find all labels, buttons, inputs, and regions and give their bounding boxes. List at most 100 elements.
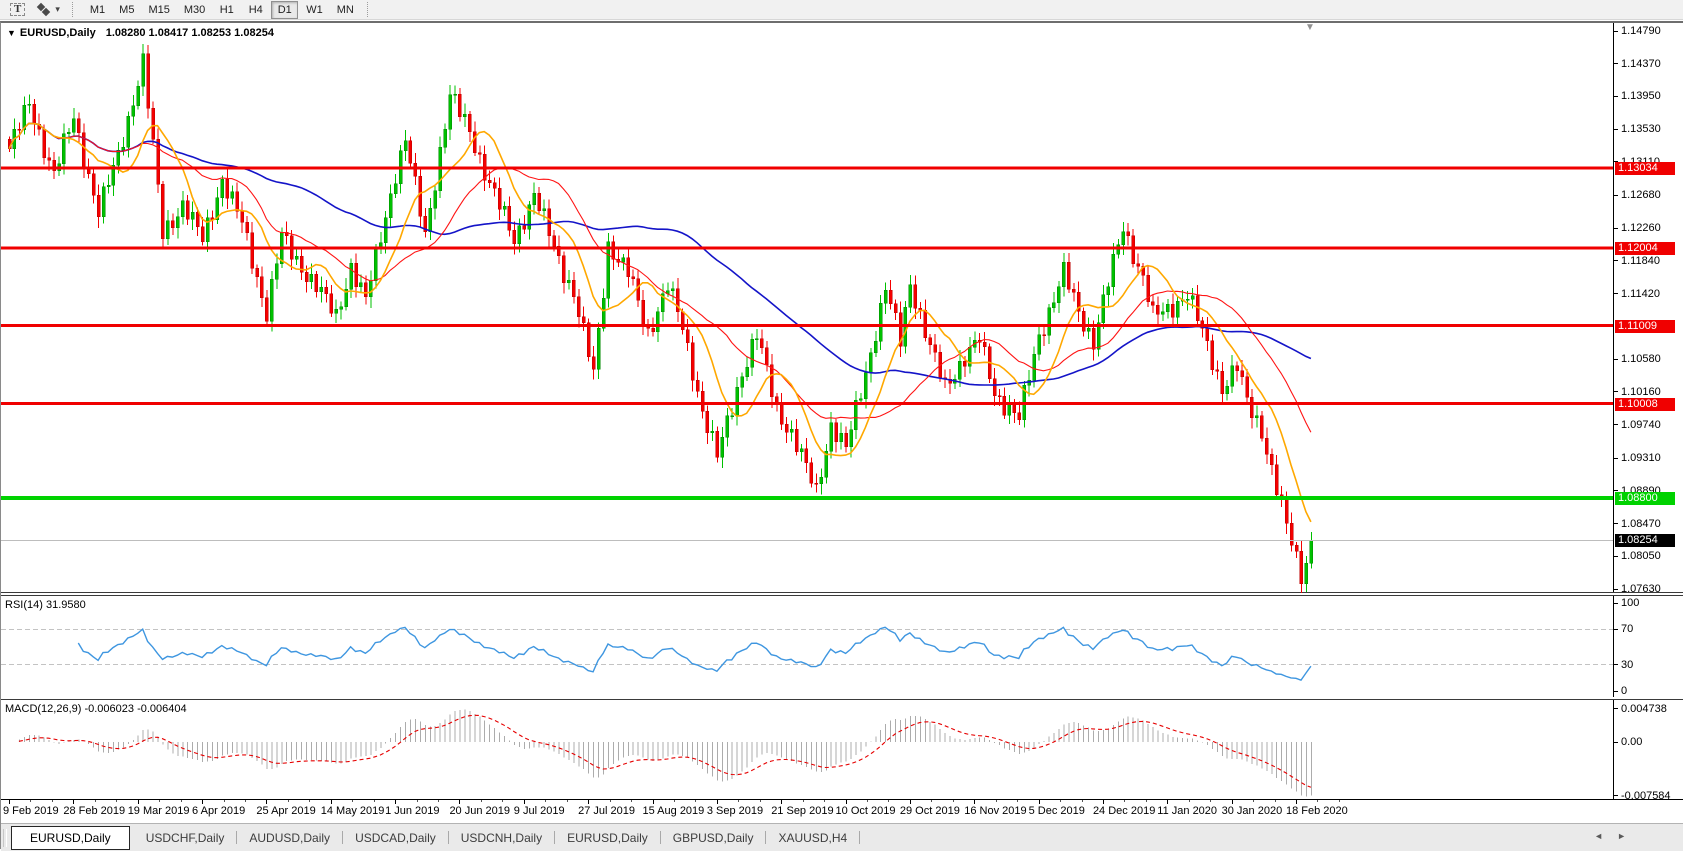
tab-eurusd-daily[interactable]: EURUSD,Daily	[567, 830, 648, 845]
date-axis[interactable]: 9 Feb 2019 28 Feb 2019 19 Mar 2019 6 Apr 20…	[1, 799, 1683, 823]
timeframe-m15-button[interactable]: M15	[142, 1, 175, 19]
price-tick-label: 1.12680	[1621, 189, 1661, 202]
rsi-panel[interactable]: RSI(14) 31.9580 100 70 30 0	[1, 595, 1683, 697]
date-minor-tick	[867, 800, 868, 802]
date-tick-mark	[909, 800, 911, 804]
date-minor-tick	[931, 800, 933, 802]
hline-price-label: 1.11009	[1615, 319, 1675, 333]
price-tick-mark	[1614, 30, 1618, 32]
date-minor-tick	[352, 800, 354, 802]
date-minor-tick	[1060, 800, 1062, 802]
rsi-tick-label: 70	[1621, 623, 1634, 636]
price-tick-mark	[1614, 588, 1618, 590]
chart-tab-bar: EURUSD,Daily USDCHF,Daily AUDUSD,Daily USDC…	[1, 823, 1683, 851]
tab-scroll-buttons: ◄ ►	[1594, 831, 1626, 841]
price-tick-mark	[1614, 490, 1618, 492]
collapse-icon[interactable]: ▼	[7, 28, 16, 38]
date-minor-tick	[952, 800, 954, 802]
price-tick-mark	[1614, 424, 1618, 426]
price-tick-mark	[1614, 63, 1618, 65]
price-tick-label: 1.08470	[1621, 517, 1661, 530]
timeframe-d1-button[interactable]: D1	[271, 0, 299, 19]
timeframe-h4-button[interactable]: H4	[242, 1, 269, 19]
tab-usdcad-daily[interactable]: USDCAD,Daily	[355, 830, 436, 845]
timeframe-m1-button[interactable]: M1	[84, 1, 111, 19]
date-minor-tick	[223, 800, 225, 802]
date-minor-tick	[1317, 800, 1319, 802]
date-label: 5 Dec 2019	[1028, 805, 1085, 817]
tab-xauusd-h4[interactable]: XAUUSD,H4	[778, 830, 848, 845]
timeframe-mn-button[interactable]: MN	[331, 1, 360, 19]
timeframe-w1-button[interactable]: W1	[300, 1, 329, 19]
price-tick-mark	[1614, 293, 1618, 295]
tab-separator	[447, 831, 449, 844]
date-minor-tick	[94, 800, 96, 802]
macd-panel[interactable]: MACD(12,26,9) -0.006023 -0.006404 0.0047…	[1, 699, 1683, 802]
date-tick-mark	[1231, 800, 1233, 804]
tile-windows-button[interactable]: ▾	[31, 1, 66, 19]
timeframe-h1-button[interactable]: H1	[213, 1, 240, 19]
price-tick-mark	[1614, 457, 1618, 459]
date-minor-tick	[480, 800, 482, 802]
candlestick-chart[interactable]	[1, 23, 1613, 593]
tab-audusd-daily[interactable]: AUDUSD,Daily	[249, 830, 331, 845]
price-axis[interactable]: 1.147901.143701.139501.135301.131101.126…	[1613, 23, 1683, 595]
tab-gbpusd-daily[interactable]: GBPUSD,Daily	[672, 830, 754, 845]
chart-symbol: EURUSD,Daily	[19, 27, 96, 39]
date-minor-tick	[1145, 800, 1147, 802]
date-minor-tick	[309, 800, 311, 802]
rsi-tick-mark	[1614, 664, 1618, 666]
date-minor-tick	[1253, 800, 1255, 802]
tab-usdcnh-daily[interactable]: USDCNH,Daily	[460, 830, 543, 845]
date-tick-mark	[330, 800, 332, 804]
date-minor-tick	[631, 800, 633, 802]
date-tick-mark	[1038, 800, 1040, 804]
date-minor-tick	[566, 800, 568, 802]
date-label: 18 Feb 2020	[1286, 805, 1348, 817]
macd-chart[interactable]	[1, 700, 1613, 800]
rsi-chart[interactable]	[1, 596, 1613, 698]
tab-usdchf-daily[interactable]: USDCHF,Daily	[145, 830, 225, 845]
toolbar-separator	[366, 2, 373, 17]
price-tick-label: 1.08050	[1621, 550, 1661, 563]
date-tick-mark	[845, 800, 847, 804]
price-tick-mark	[1614, 358, 1618, 360]
price-tick-mark	[1614, 128, 1618, 130]
tab-separator	[659, 831, 661, 844]
date-minor-tick	[1188, 800, 1190, 802]
chart-tabs: EURUSD,Daily USDCHF,Daily AUDUSD,Daily USDC…	[11, 825, 862, 850]
date-label: 16 Nov 2019	[964, 805, 1027, 817]
hline-price-label: 1.10008	[1615, 397, 1675, 411]
date-label: 9 Jul 2019	[513, 805, 565, 817]
price-tick-label: 1.13530	[1621, 123, 1661, 136]
chart-ohlc-values: 1.08280 1.08417 1.08253 1.08254	[105, 27, 274, 39]
current-price-label: 1.08254	[1615, 534, 1675, 548]
rsi-axis: 100 70 30 0	[1613, 596, 1683, 697]
price-tick-label: 1.09310	[1621, 452, 1661, 465]
tab-eurusd-daily[interactable]: EURUSD,Daily	[11, 825, 130, 850]
date-minor-tick	[995, 800, 997, 802]
text-tool-button[interactable]: T	[4, 1, 31, 19]
chart-shift-marker-icon[interactable]: ▼	[1305, 22, 1315, 33]
date-minor-tick	[51, 800, 53, 802]
timeframe-m30-button[interactable]: M30	[178, 1, 211, 19]
date-tick-mark	[459, 800, 461, 804]
date-minor-tick	[1210, 800, 1212, 802]
chevron-down-icon: ▾	[55, 4, 60, 14]
tab-scroll-right-icon[interactable]: ►	[1617, 831, 1626, 841]
tab-scroll-left-icon[interactable]: ◄	[1594, 831, 1604, 841]
date-tick-mark	[266, 800, 268, 804]
tabbar-grip	[3, 828, 7, 847]
chart-title: ▼ EURUSD,Daily 1.08280 1.08417 1.08253 1.0…	[7, 27, 274, 39]
price-chart-panel[interactable]: ▼ EURUSD,Daily 1.08280 1.08417 1.08253 1.0…	[1, 22, 1683, 595]
date-tick-mark	[523, 800, 525, 804]
date-label: 27 Jul 2019	[578, 805, 636, 817]
timeframe-m5-button[interactable]: M5	[113, 1, 140, 19]
date-minor-tick	[438, 800, 439, 802]
date-label: 6 Apr 2019	[192, 805, 246, 817]
date-minor-tick	[738, 800, 740, 802]
date-label: 14 May 2019	[320, 805, 385, 817]
price-tick-label: 1.14370	[1621, 57, 1661, 70]
timeframe-button-group: M1 M5 M15 M30 H1 H4 D1 W1 MN	[83, 0, 361, 19]
date-label: 10 Oct 2019	[835, 805, 896, 817]
